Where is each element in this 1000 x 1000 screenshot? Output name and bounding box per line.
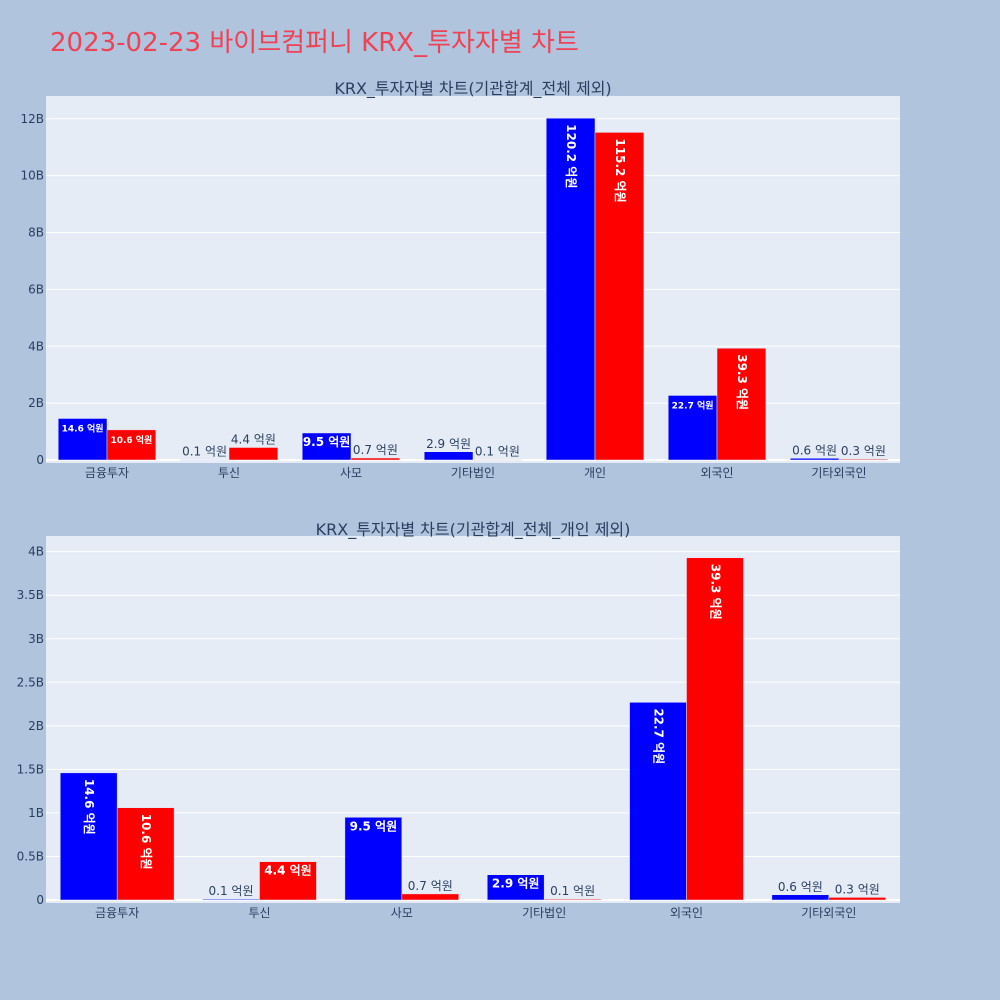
data-label: 10.6 억원 (139, 814, 153, 870)
y-tick-label: 0.5B (17, 849, 44, 863)
data-label: 4.4 억원 (231, 432, 276, 446)
y-tick-label: 3.5B (17, 588, 44, 602)
data-label: 0.1 억원 (182, 445, 227, 459)
y-tick-label: 10B (20, 169, 44, 183)
page-title: 2023-02-23 바이브컴퍼니 KRX_투자자별 차트 (50, 28, 579, 58)
y-tick-label: 1.5B (17, 762, 44, 776)
x-tick-label: 외국인 (670, 906, 703, 920)
data-label: 14.6 억원 (62, 422, 104, 434)
data-label: 39.3 억원 (735, 354, 749, 410)
bar (59, 772, 118, 901)
y-tick-label: 8B (28, 226, 44, 240)
data-label: 9.5 억원 (303, 435, 351, 449)
bar (350, 457, 401, 461)
data-label: 9.5 억원 (350, 819, 398, 833)
y-tick-label: 1B (28, 806, 44, 820)
bar (771, 894, 830, 901)
bar (179, 459, 230, 461)
bar (543, 898, 602, 901)
bar (629, 702, 687, 901)
bar (423, 451, 474, 461)
data-label: 0.3 억원 (835, 882, 880, 896)
bar (716, 347, 767, 461)
x-tick-label: 투신 (218, 466, 240, 480)
y-tick-label: 0 (36, 453, 44, 467)
x-tick-label: 개인 (584, 466, 606, 480)
x-tick-label: 기타법인 (522, 906, 566, 920)
x-tick-label: 사모 (391, 906, 413, 920)
bar (838, 458, 889, 461)
bar (486, 874, 545, 901)
y-tick-label: 2B (28, 719, 44, 733)
data-label: 22.7 억원 (672, 399, 714, 411)
y-tick-label: 3B (28, 632, 44, 646)
data-label: 0.6 억원 (778, 880, 823, 894)
data-label: 4.4 억원 (264, 864, 312, 878)
bar (116, 807, 175, 901)
bar (301, 432, 352, 461)
y-tick-label: 4B (28, 545, 44, 559)
x-tick-label: 사모 (340, 466, 362, 480)
x-tick-label: 기타법인 (451, 466, 495, 480)
data-label: 0.7 억원 (408, 879, 453, 893)
plot-area-1 (46, 96, 900, 463)
data-label: 0.1 억원 (209, 884, 254, 898)
y-tick-label: 0 (36, 893, 44, 907)
data-label: 120.2 억원 (564, 124, 578, 188)
bar (594, 132, 645, 461)
data-label: 115.2 억원 (613, 138, 627, 202)
data-label: 0.7 억원 (353, 443, 398, 457)
data-label: 22.7 억원 (652, 708, 666, 764)
data-label: 2.9 억원 (426, 437, 471, 451)
data-label: 0.1 억원 (550, 884, 595, 898)
chart-title-2: KRX_투자자별 차트(기관합계_전체_개인 제외) (316, 520, 631, 540)
y-tick-label: 2.5B (17, 675, 44, 689)
data-label: 0.3 억원 (841, 444, 886, 458)
y-tick-label: 4B (28, 339, 44, 353)
y-tick-label: 12B (20, 112, 44, 126)
data-label: 2.9 억원 (492, 877, 540, 891)
x-tick-label: 기타외국인 (801, 906, 856, 920)
bar (228, 447, 279, 461)
x-tick-label: 투신 (248, 906, 270, 920)
bar (259, 861, 317, 901)
bar (828, 897, 887, 901)
bar (202, 898, 260, 901)
x-tick-label: 금융투자 (85, 466, 129, 480)
x-tick-label: 기타외국인 (811, 466, 866, 480)
bar (545, 117, 596, 461)
data-label: 0.1 억원 (475, 445, 520, 459)
data-label: 14.6 억원 (82, 779, 96, 835)
data-label: 0.6 억원 (792, 443, 837, 457)
bar (344, 817, 403, 901)
plot-area-2 (46, 536, 900, 903)
y-tick-label: 6B (28, 282, 44, 296)
x-tick-label: 외국인 (700, 466, 733, 480)
bar (472, 459, 523, 461)
data-label: 10.6 억원 (110, 434, 152, 446)
y-tick-label: 2B (28, 396, 44, 410)
chart-title-1: KRX_투자자별 차트(기관합계_전체 제외) (334, 79, 611, 99)
bar (789, 458, 840, 461)
bar (401, 893, 460, 901)
bar (106, 429, 157, 461)
bar (686, 557, 744, 901)
x-tick-label: 금융투자 (95, 906, 139, 920)
bar (667, 395, 718, 461)
data-label: 39.3 억원 (708, 564, 722, 620)
